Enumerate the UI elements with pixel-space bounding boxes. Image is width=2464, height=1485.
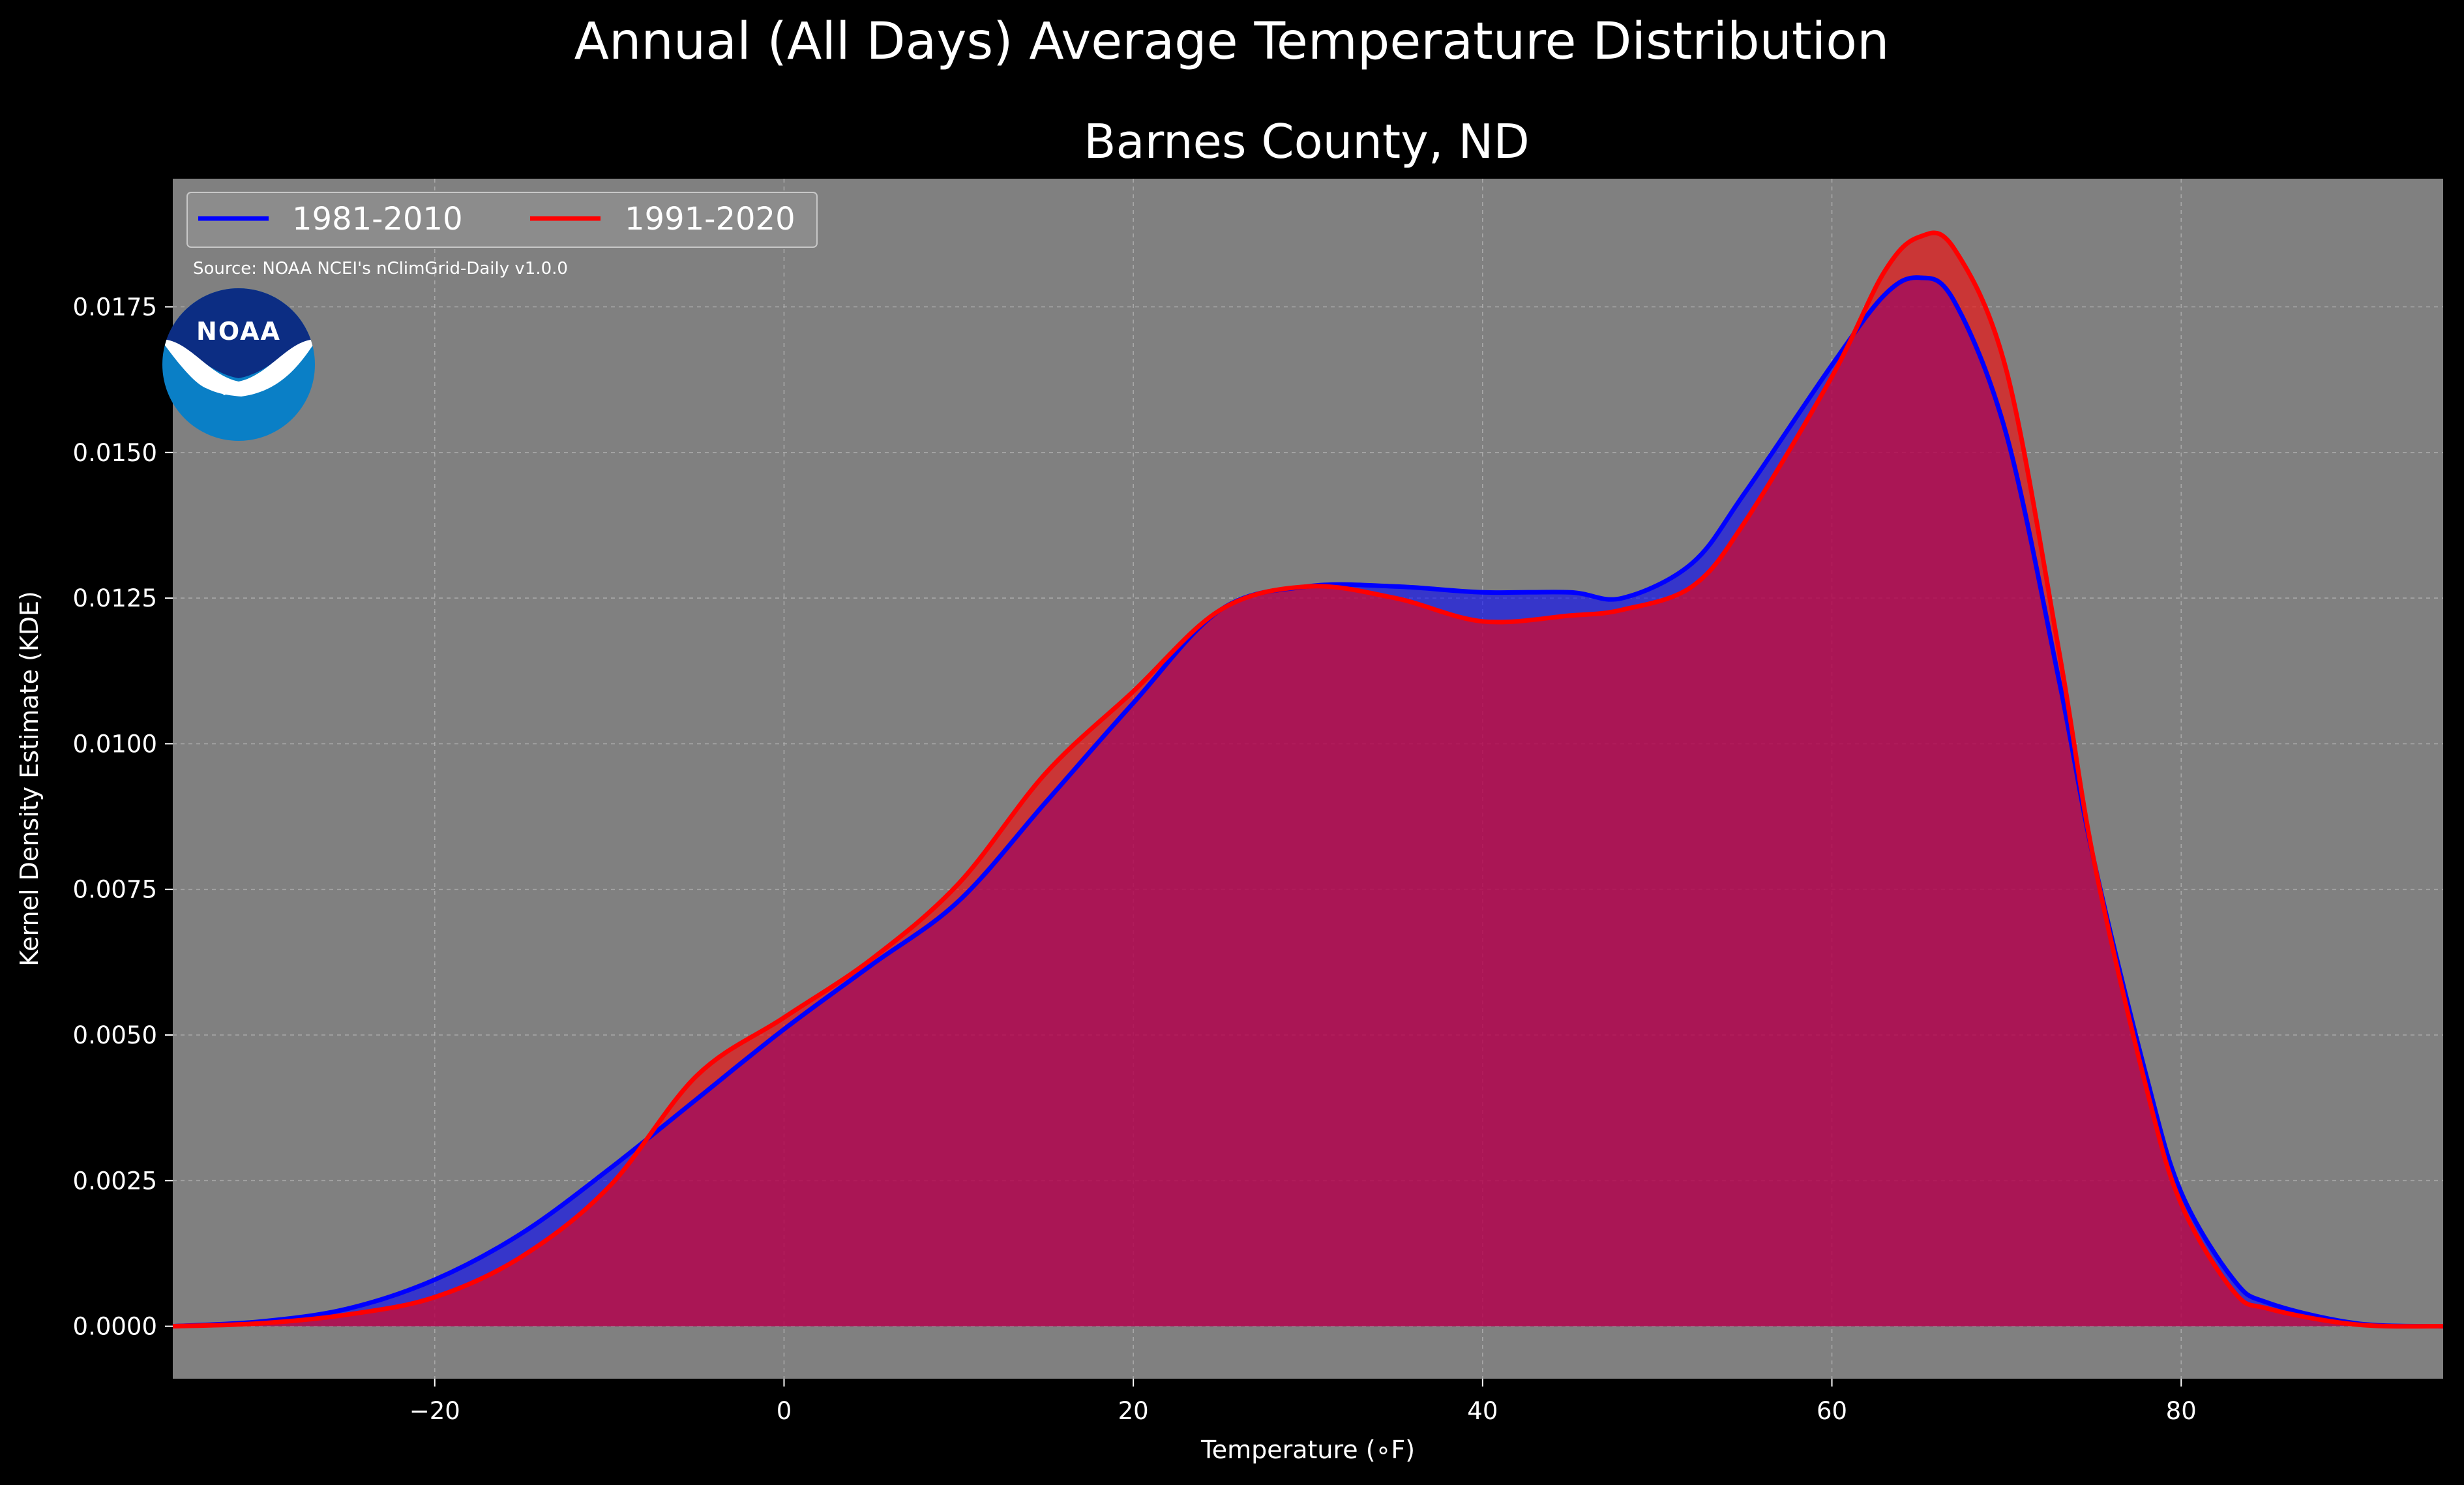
x-tick-label: 40 (1467, 1397, 1498, 1425)
x-axis: −20 0 20 40 60 80 (409, 1379, 2197, 1425)
legend-label-1991-2020: 1991-2020 (625, 201, 795, 237)
legend-box (186, 192, 818, 248)
source-note: Source: NOAA NCEI's nClimGrid-Daily v1.0… (193, 259, 568, 278)
y-axis-label: Kernel Density Estimate (KDE) (15, 591, 44, 967)
y-tick-label: 0.0125 (73, 584, 157, 612)
legend: 1981-2010 1991-2020 (186, 192, 818, 248)
x-tick-label: −20 (409, 1397, 460, 1425)
series-lines (172, 230, 2444, 1329)
y-tick-label: 0.0150 (73, 439, 157, 467)
x-tick-label: 20 (1118, 1397, 1149, 1425)
x-tick-label: 0 (777, 1397, 792, 1425)
y-axis: 0.0000 0.0025 0.0050 0.0075 0.0100 0.0125 0.01… (73, 293, 173, 1341)
noaa-logo: NOAA (162, 288, 315, 441)
x-tick-label: 60 (1817, 1397, 1847, 1425)
chart-subtitle: Barnes County, ND (1084, 114, 1530, 169)
legend-label-1981-2010: 1981-2010 (292, 201, 463, 237)
y-tick-label: 0.0075 (73, 876, 157, 904)
y-tick-label: 0.0175 (73, 293, 157, 322)
y-tick-label: 0.0000 (73, 1313, 157, 1341)
x-axis-label: Temperature (∘F) (1200, 1435, 1415, 1464)
y-tick-label: 0.0025 (73, 1167, 157, 1195)
series-area-1991-2020 (173, 233, 2443, 1327)
chart-title: Annual (All Days) Average Temperature Di… (574, 12, 1890, 71)
series-line-1991-2020 (172, 230, 2444, 1329)
noaa-logo-text: NOAA (196, 317, 281, 346)
x-tick-label: 80 (2166, 1397, 2197, 1425)
y-tick-label: 0.0100 (73, 730, 157, 758)
y-tick-label: 0.0050 (73, 1021, 157, 1049)
